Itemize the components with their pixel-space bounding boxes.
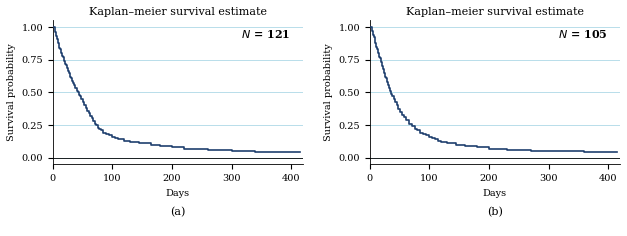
Text: (b): (b): [487, 207, 503, 218]
Title: Kaplan–meier survival estimate: Kaplan–meier survival estimate: [89, 7, 267, 17]
Y-axis label: Survival probability: Survival probability: [7, 43, 16, 141]
X-axis label: Days: Days: [166, 189, 190, 198]
Text: $N$ = 105: $N$ = 105: [558, 28, 608, 40]
Text: (a): (a): [171, 207, 186, 218]
Text: $N$ = 121: $N$ = 121: [241, 28, 290, 40]
Title: Kaplan–meier survival estimate: Kaplan–meier survival estimate: [406, 7, 584, 17]
Y-axis label: Survival probability: Survival probability: [324, 43, 333, 141]
X-axis label: Days: Days: [483, 189, 507, 198]
